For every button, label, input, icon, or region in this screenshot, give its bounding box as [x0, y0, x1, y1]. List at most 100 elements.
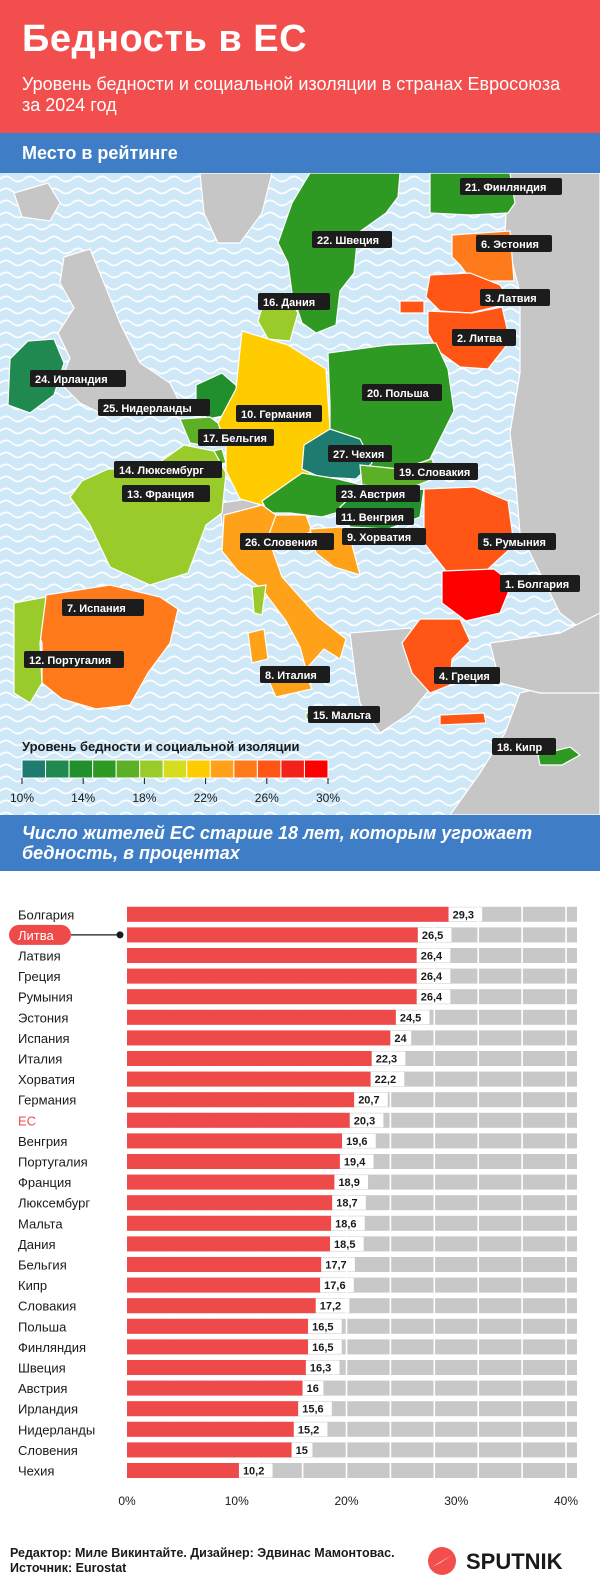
- bar-value-label-bg: [320, 1278, 354, 1293]
- label-spain: 7. Испания: [62, 599, 144, 616]
- sputnik-logo: SPUTNIK: [428, 1547, 563, 1575]
- bar-value-label-bg: [331, 1216, 365, 1231]
- bar: [127, 989, 417, 1005]
- bar-category-label: Литва: [18, 928, 55, 943]
- label-finland-text: 21. Финляндия: [465, 182, 546, 194]
- bar-value-label-bg: [390, 1030, 412, 1045]
- label-czechia-text: 27. Чехия: [333, 449, 384, 461]
- bar-value-label-bg: [308, 1339, 342, 1354]
- bar-category-label: Кипр: [18, 1278, 47, 1293]
- bar-value-label: 16,5: [312, 1342, 333, 1354]
- bar-value-label: 17,2: [320, 1301, 341, 1313]
- legend-swatch: [21, 759, 47, 779]
- bar-value-label-bg: [416, 948, 451, 963]
- bar-category-label: Мальта: [18, 1216, 63, 1231]
- bar-category-label: Польша: [18, 1319, 67, 1334]
- label-slovenia: 26. Словения: [240, 533, 334, 550]
- bar: [127, 1339, 309, 1355]
- bar-category-label: Португалия: [18, 1155, 88, 1170]
- bar-value-label-bg: [370, 1072, 405, 1087]
- bar-value-label: 24: [394, 1033, 407, 1045]
- footer-source: Источник: Eurostat: [10, 1561, 127, 1575]
- x-tick-label: 10%: [225, 1494, 249, 1508]
- x-tick-label: 20%: [334, 1494, 358, 1508]
- label-france-text: 13. Франция: [127, 489, 194, 501]
- bar-value-label: 17,6: [324, 1280, 345, 1292]
- bar-value-label: 16: [307, 1383, 319, 1395]
- region-sardinia: [247, 628, 269, 664]
- label-croatia: 9. Хорватия: [342, 528, 426, 545]
- bar-value-label: 26,4: [421, 951, 443, 963]
- highlight-pill: [9, 924, 71, 945]
- bar-value-label: 15,6: [302, 1404, 323, 1416]
- map-labels: 21. Финляндия 22. Швеция 6. Эстония 3. Л…: [24, 178, 580, 755]
- bar-section-header: Число жителей ЕС старше 18 лет, которым …: [0, 815, 600, 871]
- bar-value-label-bg: [417, 927, 452, 942]
- bar-value-label: 18,6: [335, 1218, 356, 1230]
- bar-value-label: 26,4: [421, 992, 443, 1004]
- legend-tick-label: 14%: [71, 791, 95, 805]
- legend-swatch: [92, 759, 117, 779]
- bar-category-label: Люксембург: [18, 1196, 90, 1211]
- label-lithuania-text: 2. Литва: [457, 333, 503, 345]
- bar-category-label: Германия: [18, 1093, 76, 1108]
- bar-value-label-bg: [321, 1257, 355, 1272]
- label-slovakia: 19. Словакия: [394, 463, 478, 480]
- region-cyprus: [537, 746, 582, 766]
- label-netherlands-text: 25. Нидерланды: [103, 403, 192, 415]
- bar: [127, 1092, 355, 1108]
- bar-category-label: Чехия: [18, 1464, 54, 1479]
- bar-value-label-bg: [291, 1442, 313, 1457]
- label-hungary-text: 11. Венгрия: [341, 512, 404, 524]
- map-legend: Уровень бедности и социальной изоляции 1…: [10, 739, 340, 805]
- europe-map: 21. Финляндия 22. Швеция 6. Эстония 3. Л…: [0, 173, 600, 815]
- map-section-title: Место в рейтинге: [22, 143, 178, 163]
- bar-value-label-bg: [334, 1175, 369, 1190]
- bar: [127, 1051, 372, 1066]
- bar-value-labels: 29,326,526,426,426,424,52422,322,220,720…: [238, 907, 483, 1478]
- bar-value-label: 22,3: [376, 1054, 397, 1066]
- bar-value-label: 26,5: [422, 930, 443, 942]
- region-baltic-island: [399, 300, 425, 314]
- bar-value-label: 10,2: [243, 1466, 264, 1478]
- label-sweden: 22. Швеция: [312, 231, 392, 248]
- bar-value-label: 15,2: [298, 1424, 319, 1436]
- legend-swatch: [233, 759, 258, 779]
- bar-value-label-bg: [238, 1463, 273, 1478]
- bar-value-label: 20,7: [358, 1095, 379, 1107]
- label-bulgaria-text: 1. Болгария: [505, 579, 569, 591]
- label-slovakia-text: 19. Словакия: [399, 467, 470, 479]
- label-poland-text: 20. Польша: [367, 388, 430, 400]
- bar: [127, 1360, 306, 1375]
- bar-value-label-bg: [371, 1051, 406, 1066]
- legend-swatch: [115, 759, 141, 779]
- label-malta: 15. Мальта: [308, 706, 380, 723]
- label-cyprus: 18. Кипр: [492, 738, 556, 755]
- label-latvia: 3. Латвия: [480, 289, 550, 306]
- label-cyprus-text: 18. Кипр: [497, 742, 542, 754]
- bar-value-label-bg: [448, 907, 483, 922]
- bar-value-label: 18,5: [334, 1239, 355, 1251]
- bar-value-label-bg: [308, 1319, 342, 1334]
- bar: [127, 1112, 350, 1128]
- bar-value-label-bg: [330, 1236, 364, 1251]
- bar-category-label: Швеция: [18, 1361, 66, 1376]
- label-portugal: 12. Португалия: [24, 651, 124, 668]
- bar: [127, 1257, 322, 1272]
- label-sweden-text: 22. Швеция: [317, 235, 379, 247]
- bar-category-label: Италия: [18, 1052, 62, 1067]
- legend-swatch: [186, 759, 211, 779]
- bar-value-label-bg: [416, 989, 451, 1004]
- label-france: 13. Франция: [122, 485, 210, 502]
- label-ireland-text: 24. Ирландия: [35, 374, 108, 386]
- bar-value-label-bg: [416, 969, 451, 984]
- bar-value-label-bg: [332, 1195, 366, 1210]
- bar: [127, 1154, 340, 1169]
- bar-value-label: 19,6: [346, 1136, 367, 1148]
- legend-tick-label: 22%: [194, 791, 218, 805]
- bar-category-labels: Болгария Литва Латвия Греция Румыния Эстония И…: [9, 907, 124, 1479]
- bar: [127, 1463, 239, 1478]
- label-austria-text: 23. Австрия: [341, 489, 405, 501]
- footer: Редактор: Миле Викинтайте. Дизайнер: Эдв…: [10, 1546, 395, 1576]
- legend-swatch: [45, 759, 70, 779]
